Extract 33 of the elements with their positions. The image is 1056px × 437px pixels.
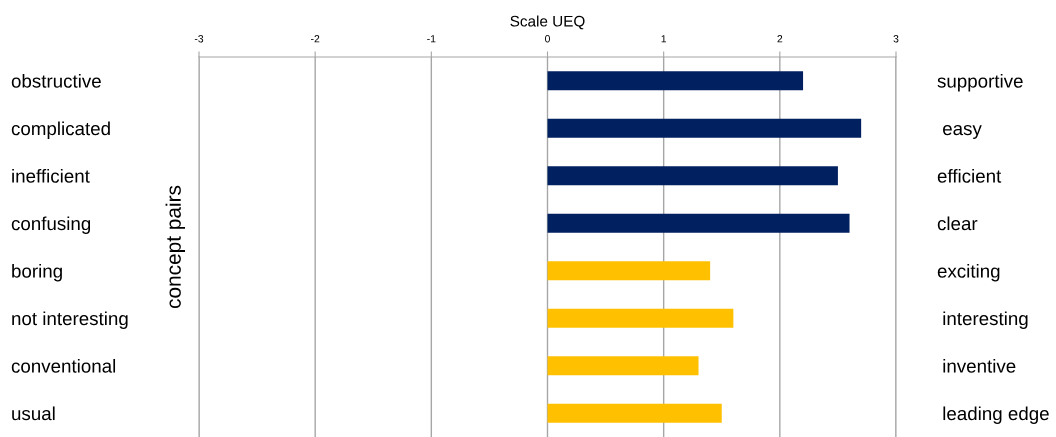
x-tick-label: -3 [194, 35, 204, 43]
y2-tick-label: clear [937, 216, 978, 231]
x-tick-label: 3 [893, 35, 899, 43]
y-axis-title: concept pairs [165, 185, 185, 309]
bar [547, 308, 734, 328]
y2-tick-label: easy [943, 124, 982, 139]
y-tick-label: usual [12, 406, 55, 421]
bar [547, 71, 804, 91]
y2-tick-label: efficient [937, 168, 1002, 183]
y2-tick-label: leading edge [943, 406, 1049, 424]
y-tick-label: confusing [11, 216, 91, 234]
bar [547, 356, 699, 376]
y-tick-label: inefficient [12, 168, 90, 183]
y-tick-label: boring [12, 263, 62, 282]
bar [547, 118, 862, 138]
bar [547, 261, 711, 281]
x-tick-label: 1 [661, 35, 667, 43]
y-tick-label: not interesting [12, 311, 128, 329]
y2-tick-label: inventive [943, 358, 1016, 373]
y-tick-label: obstructive [11, 73, 101, 88]
x-tick-label: 0 [545, 35, 550, 43]
bar [547, 213, 850, 233]
y-tick-label: conventional [11, 358, 116, 373]
y-tick-label: complicated [11, 121, 110, 139]
bar [547, 166, 838, 186]
bar [547, 403, 722, 423]
x-axis-title: Scale UEQ [510, 15, 585, 30]
y2-tick-label: exciting [937, 263, 1000, 282]
x-tick-label: 2 [777, 35, 783, 43]
x-tick-label: -1 [427, 35, 436, 43]
y2-tick-label: supportive [937, 73, 1023, 92]
y2-tick-label: interesting [943, 311, 1028, 329]
x-tick-label: -2 [311, 35, 320, 43]
